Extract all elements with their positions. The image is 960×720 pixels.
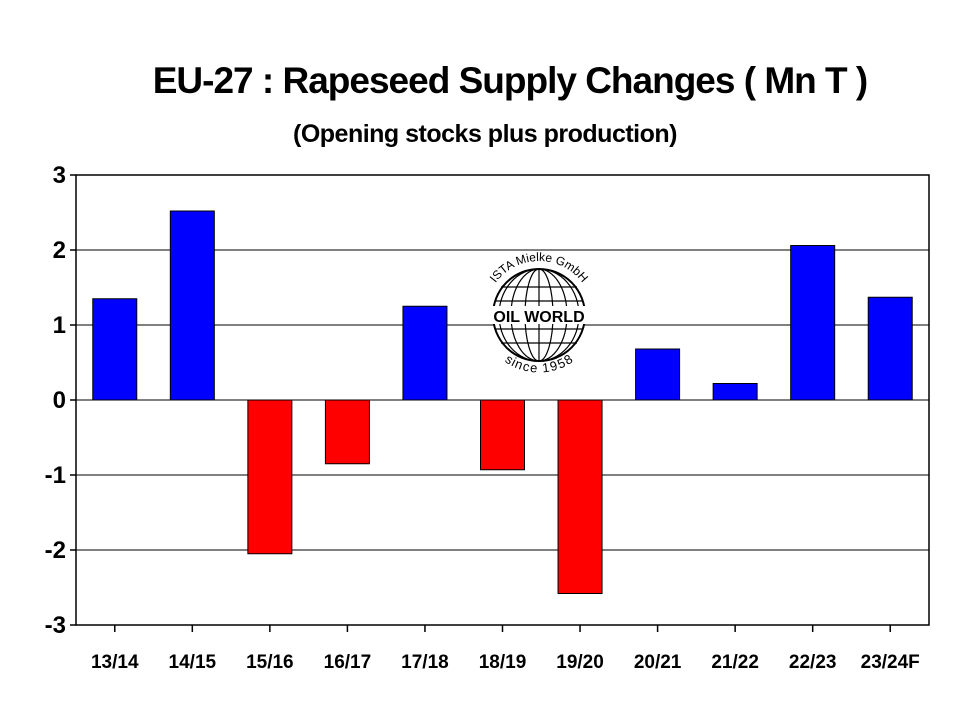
x-tick-label: 18/19 xyxy=(479,652,527,673)
y-axis-ticks: 3 2 1 0 -1 -2 -3 xyxy=(45,162,76,639)
bar-13-14 xyxy=(92,298,138,401)
y-tick-label: -2 xyxy=(45,537,66,564)
y-tick-label: 1 xyxy=(53,312,66,339)
y-tick-label: 3 xyxy=(53,162,66,189)
bar-20-21 xyxy=(635,348,681,401)
x-tick-label: 23/24F xyxy=(861,652,920,673)
x-tick-label: 14/15 xyxy=(169,652,217,673)
logo-center-text: OIL WORLD xyxy=(493,309,584,326)
chart-subtitle: (Opening stocks plus production) xyxy=(293,120,678,148)
bar-15-16 xyxy=(247,399,293,555)
x-axis-ticks: 13/14 14/15 15/16 16/17 17/18 18/19 19/20 20/21… xyxy=(91,625,920,673)
bar-18-19 xyxy=(480,399,525,471)
bar-23-24F xyxy=(867,296,913,401)
bar-21-22 xyxy=(712,383,758,401)
bar-16-17 xyxy=(324,399,370,465)
y-tick-label: 0 xyxy=(53,387,66,414)
bar-19-20 xyxy=(557,399,603,594)
bar-22-23 xyxy=(790,245,836,401)
y-tick-label: 2 xyxy=(53,237,66,264)
x-tick-label: 20/21 xyxy=(634,652,682,673)
y-tick-label: -3 xyxy=(45,612,66,639)
x-tick-label: 16/17 xyxy=(324,652,372,673)
x-tick-label: 15/16 xyxy=(246,652,294,673)
y-tick-label: -1 xyxy=(45,462,66,489)
x-tick-label: 22/23 xyxy=(789,652,837,673)
bar-14-15 xyxy=(169,210,215,401)
x-tick-label: 17/18 xyxy=(401,652,449,673)
x-tick-label: 21/22 xyxy=(711,652,759,673)
x-tick-label: 13/14 xyxy=(91,652,139,673)
chart-title: EU-27 : Rapeseed Supply Changes ( Mn T ) xyxy=(152,60,869,101)
x-tick-label: 19/20 xyxy=(556,652,604,673)
bar-17-18 xyxy=(402,305,448,401)
oil-world-logo: OIL WORLD ISTA Mielke GmbH since 1958 xyxy=(487,250,591,376)
bars xyxy=(92,210,913,594)
